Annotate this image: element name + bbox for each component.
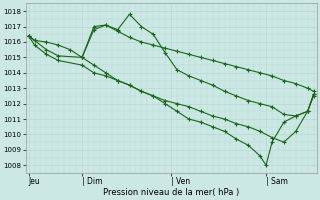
X-axis label: Pression niveau de la mer( hPa ): Pression niveau de la mer( hPa ) (103, 188, 239, 197)
